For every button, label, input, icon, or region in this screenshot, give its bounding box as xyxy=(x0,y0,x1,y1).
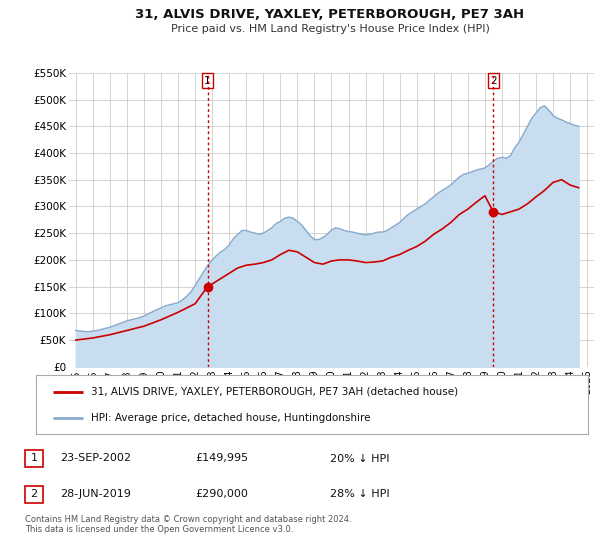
Text: HPI: Average price, detached house, Huntingdonshire: HPI: Average price, detached house, Hunt… xyxy=(91,413,371,423)
Bar xyxy=(25,486,43,503)
Bar xyxy=(25,450,43,467)
Text: 2: 2 xyxy=(31,489,38,500)
Text: £149,995: £149,995 xyxy=(195,454,248,464)
Text: 23-SEP-2002: 23-SEP-2002 xyxy=(60,454,131,464)
Text: Price paid vs. HM Land Registry's House Price Index (HPI): Price paid vs. HM Land Registry's House … xyxy=(170,24,490,34)
Text: 1: 1 xyxy=(31,454,37,464)
Text: 2: 2 xyxy=(490,76,497,86)
Text: £290,000: £290,000 xyxy=(195,489,248,500)
Text: 28-JUN-2019: 28-JUN-2019 xyxy=(60,489,131,500)
Text: 20% ↓ HPI: 20% ↓ HPI xyxy=(330,454,389,464)
Text: 28% ↓ HPI: 28% ↓ HPI xyxy=(330,489,389,500)
Text: 31, ALVIS DRIVE, YAXLEY, PETERBOROUGH, PE7 3AH (detached house): 31, ALVIS DRIVE, YAXLEY, PETERBOROUGH, P… xyxy=(91,386,458,396)
Text: 1: 1 xyxy=(204,76,211,86)
Text: Contains HM Land Registry data © Crown copyright and database right 2024.
This d: Contains HM Land Registry data © Crown c… xyxy=(25,515,352,534)
Text: 31, ALVIS DRIVE, YAXLEY, PETERBOROUGH, PE7 3AH: 31, ALVIS DRIVE, YAXLEY, PETERBOROUGH, P… xyxy=(136,8,524,21)
